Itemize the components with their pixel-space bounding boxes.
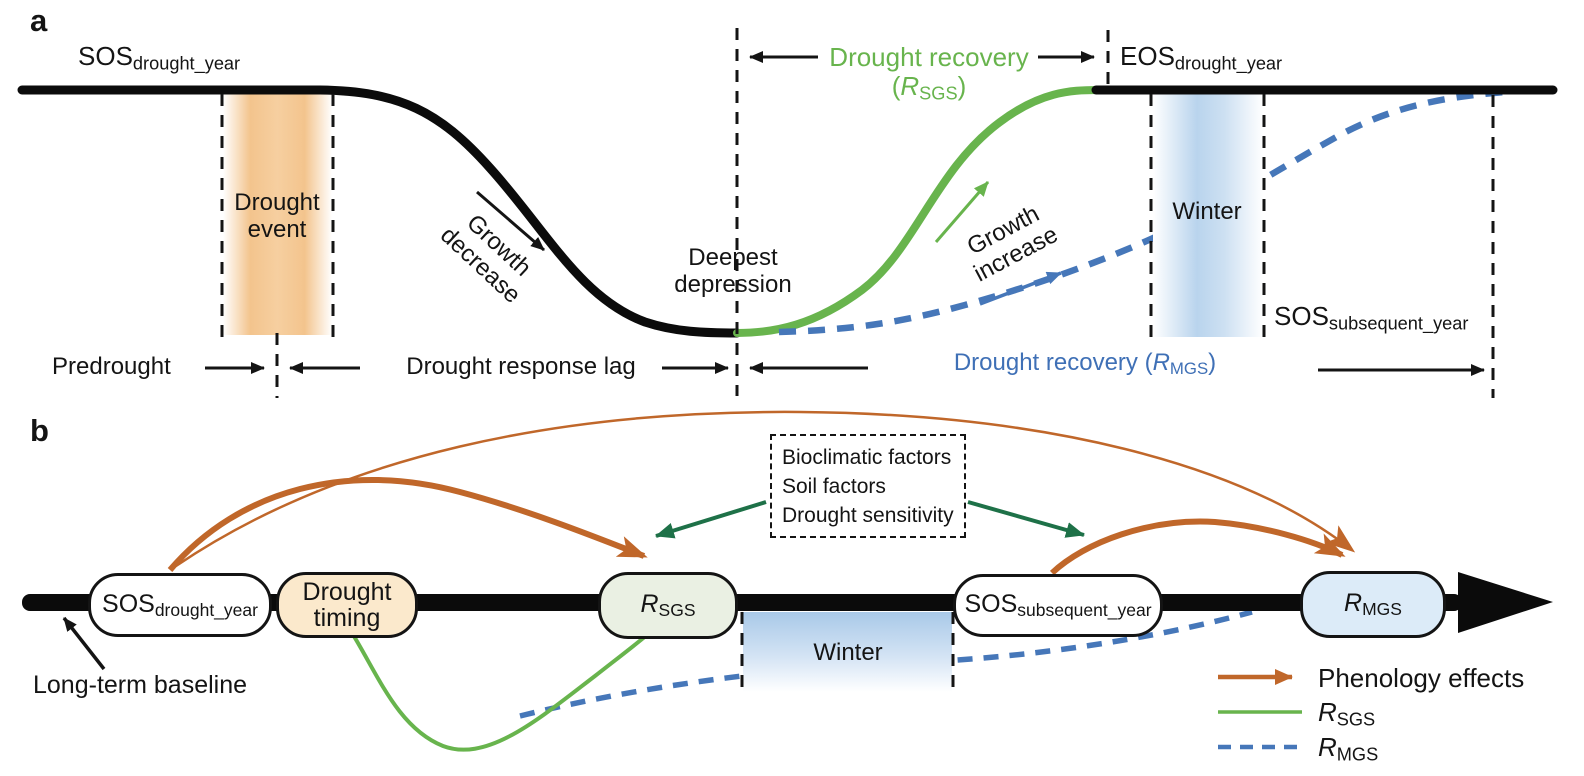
mgs-sub: MGS bbox=[1169, 359, 1209, 379]
box-r-mgs: RMGS bbox=[1300, 571, 1446, 638]
r-sgs-text: RSGS bbox=[640, 591, 695, 620]
winter-label-a: Winter bbox=[1172, 198, 1242, 225]
sgs-sub: SGS bbox=[919, 83, 958, 104]
drought-event-label: Drought event bbox=[234, 189, 320, 243]
sos-subsequent-main: SOS bbox=[1274, 301, 1329, 331]
factors-arrow-left bbox=[655, 500, 767, 539]
factors-box: Bioclimatic factors Soil factors Drought… bbox=[770, 434, 966, 538]
long-term-baseline-arrow bbox=[62, 616, 106, 671]
phenology-arc-sos-to-rsgs bbox=[167, 476, 648, 572]
r-sgs-curve-b bbox=[350, 631, 649, 752]
dashed-guides-b bbox=[740, 612, 955, 692]
growth-increase-arrow-green bbox=[934, 181, 990, 243]
winter-band-b bbox=[743, 612, 952, 692]
box-sos-subsequent-text: SOSsubsequent_year bbox=[964, 591, 1151, 620]
growth-decrease-arrow bbox=[476, 190, 545, 252]
timeline-arrowhead bbox=[1458, 572, 1553, 633]
eos-drought-sub: drought_year bbox=[1174, 53, 1283, 74]
recovery-curve-mgs bbox=[778, 88, 1506, 336]
factor-bioclimatic: Bioclimatic factors bbox=[782, 446, 952, 469]
paren-close: ) bbox=[957, 71, 967, 101]
factor-drought-sensitivity: Drought sensitivity bbox=[782, 504, 954, 527]
measure-arrows bbox=[205, 51, 1485, 376]
box-sos-drought-text: SOSdrought_year bbox=[102, 591, 258, 620]
r-symbol: R bbox=[640, 590, 659, 619]
sos-drought-year-label-a: SOSdrought_year bbox=[78, 41, 241, 74]
box-sos-subsequent-year: SOSsubsequent_year bbox=[953, 574, 1163, 637]
legend-rsgs-label: RSGS bbox=[1318, 697, 1375, 730]
sos-drought-sub: drought_year bbox=[132, 53, 241, 74]
eos-drought-year-label: EOSdrought_year bbox=[1120, 41, 1283, 74]
sos-sub: drought_year bbox=[154, 599, 258, 620]
drought-timing-text: Drought timing bbox=[302, 577, 392, 632]
sos-subsequent-year-label-a: SOSsubsequent_year bbox=[1274, 301, 1469, 334]
sos-sub: subsequent_year bbox=[1017, 600, 1152, 621]
mgs-sub: MGS bbox=[1336, 744, 1379, 765]
eos-drought-main: EOS bbox=[1120, 41, 1175, 71]
box-drought-timing: Drought timing bbox=[276, 572, 418, 638]
paren-open: ( bbox=[891, 71, 901, 101]
r-symbol: R bbox=[900, 71, 920, 101]
r-symbol: R bbox=[1344, 589, 1363, 618]
sgs-sub: SGS bbox=[658, 600, 696, 621]
sos-main: SOS bbox=[102, 589, 155, 618]
mgs-prefix: Drought recovery ( bbox=[953, 349, 1153, 376]
factor-soil: Soil factors bbox=[782, 475, 886, 498]
box-sos-drought-year: SOSdrought_year bbox=[88, 573, 272, 637]
panel-b-letter: b bbox=[30, 413, 49, 448]
sgs-sub: SGS bbox=[1336, 709, 1376, 730]
panel-a-letter: a bbox=[30, 3, 48, 38]
predrought-label: Predrought bbox=[52, 353, 171, 380]
r-symbol: R bbox=[1152, 349, 1170, 376]
legend-phenology-label: Phenology effects bbox=[1318, 663, 1525, 693]
winter-label-b: Winter bbox=[813, 639, 883, 666]
drought-response-lag-label: Drought response lag bbox=[406, 353, 636, 380]
growth-increase-arrow-blue bbox=[979, 271, 1062, 306]
r-symbol: R bbox=[1318, 732, 1337, 762]
winter-band-a bbox=[1153, 94, 1263, 337]
recovery-curve-sgs bbox=[733, 86, 1102, 337]
deepest-depression-label: Deepest depression bbox=[674, 244, 792, 298]
r-mgs-text: RMGS bbox=[1344, 590, 1402, 619]
sos-subsequent-sub: subsequent_year bbox=[1328, 313, 1469, 334]
growth-curve-decline bbox=[17, 85, 742, 338]
sos-main: SOS bbox=[964, 590, 1018, 619]
phenology-arc-subsequent-to-rmgs bbox=[1049, 518, 1346, 576]
dashed-guides-a bbox=[220, 28, 1495, 398]
box-r-sgs: RSGS bbox=[598, 572, 738, 639]
factors-arrow-right bbox=[967, 500, 1085, 538]
mgs-suffix: ) bbox=[1208, 349, 1217, 376]
drought-recovery-sgs-title: Drought recovery bbox=[829, 42, 1029, 72]
phenology-arc-sos-to-rmgs bbox=[175, 410, 1356, 568]
drought-recovery-sgs-symbol: (RSGS) bbox=[891, 71, 967, 104]
long-term-baseline-label: Long-term baseline bbox=[33, 671, 248, 699]
legend-rmgs-label: RMGS bbox=[1318, 732, 1378, 765]
r-mgs-curve-b bbox=[519, 609, 1253, 719]
r-symbol: R bbox=[1318, 697, 1337, 727]
sos-drought-main: SOS bbox=[78, 41, 133, 71]
drought-recovery-mgs-label: Drought recovery (RMGS) bbox=[953, 349, 1217, 379]
mgs-sub: MGS bbox=[1362, 599, 1402, 620]
drought-event-band bbox=[223, 94, 332, 335]
